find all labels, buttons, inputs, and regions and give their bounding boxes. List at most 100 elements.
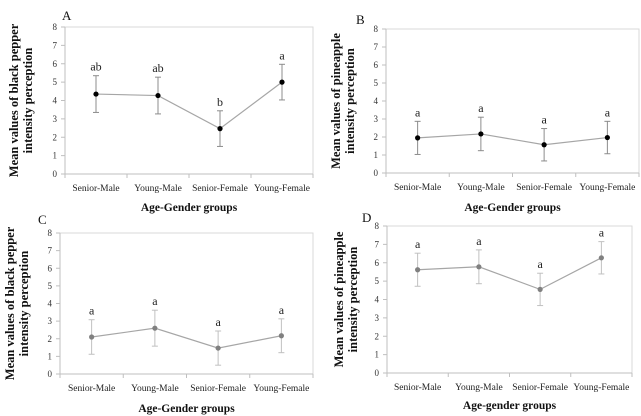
y-tick-label: 6 — [53, 59, 58, 69]
y-tick-label: 0 — [375, 368, 380, 378]
panel-a: 0 1 2 3 4 5 6 7 8 Senior-Male Young-Male Senior-Fem… — [7, 8, 314, 214]
panel-label: A — [62, 8, 72, 23]
y-axis-title-line: Mean values of black pepper — [3, 226, 17, 380]
y-tick-label: 7 — [53, 40, 58, 50]
significance-label: a — [89, 304, 95, 318]
x-axis-title: Age-Gender groups — [141, 202, 238, 214]
panel-c: 0 1 2 3 4 5 6 7 8 Senior-Male Young-Male Senior-Fem… — [3, 212, 314, 415]
x-axis-title: Age-Gender groups — [464, 202, 561, 214]
y-axis-title-line: Mean values of pineapple — [329, 33, 343, 169]
y-tick-label: 4 — [374, 96, 379, 106]
x-tick-label: Senior-Male — [68, 384, 115, 394]
panel-d: 0 1 2 3 4 5 6 7 8 Senior-Male Young-Male Senior-Fem… — [332, 210, 633, 412]
series-line — [417, 133, 608, 146]
y-axis-title-line: Mean values of pineapple — [332, 231, 346, 367]
significance-label: a — [415, 237, 421, 251]
y-tick-label: 7 — [48, 246, 53, 256]
y-tick-label: 6 — [374, 60, 379, 70]
y-axis-title-line: intensity perception — [17, 251, 31, 357]
y-tick-label: 1 — [374, 150, 379, 160]
data-point — [89, 334, 95, 340]
y-tick-label: 3 — [48, 316, 53, 326]
panel-label: C — [38, 212, 47, 227]
significance-label: a — [152, 294, 158, 308]
y-tick-label: 3 — [53, 114, 58, 124]
x-tick-label: Young-Female — [579, 183, 635, 193]
y-tick-label: 1 — [375, 350, 380, 360]
y-tick-label: 7 — [375, 239, 380, 249]
significance-label: a — [279, 303, 285, 317]
x-tick-label: Senior-Female — [512, 383, 568, 393]
data-point — [537, 286, 543, 292]
data-point — [478, 131, 484, 137]
x-tick-label: Senior-Female — [192, 184, 248, 194]
x-tick-label: Senior-Male — [394, 183, 441, 193]
y-tick-label: 2 — [375, 331, 380, 341]
y-tick-label: 8 — [48, 228, 53, 238]
series-line — [417, 257, 602, 291]
plot-frame — [59, 232, 314, 375]
significance-label: ab — [152, 61, 163, 75]
y-axis-title-line: intensity perception — [21, 48, 35, 154]
y-tick-label: 2 — [53, 132, 58, 142]
significance-label: a — [537, 257, 543, 271]
significance-label: a — [476, 234, 482, 248]
x-tick-label: Young-Female — [573, 383, 629, 393]
y-tick-label: 7 — [374, 42, 379, 52]
data-point — [155, 92, 161, 99]
data-point — [279, 79, 285, 85]
y-tick-label: 4 — [53, 96, 58, 106]
significance-label: a — [541, 113, 547, 127]
plot-frame — [385, 28, 640, 174]
significance-label: a — [415, 105, 421, 119]
x-tick-label: Young-Male — [457, 183, 505, 193]
significance-label: a — [605, 105, 611, 119]
data-point — [541, 142, 547, 148]
x-tick-label: Young-Female — [253, 384, 309, 394]
y-tick-label: 4 — [48, 299, 53, 309]
x-tick-label: Senior-Male — [72, 184, 119, 194]
data-point — [415, 135, 421, 141]
x-axis-title: Age-gender groups — [463, 400, 557, 412]
data-point — [598, 255, 604, 261]
panel-label: D — [362, 210, 371, 225]
y-tick-label: 1 — [53, 151, 58, 161]
y-tick-label: 2 — [48, 334, 53, 344]
series-line — [95, 81, 283, 130]
data-point — [93, 91, 99, 97]
data-point — [217, 126, 223, 132]
y-axis-title: Mean values of black pepperintensity per… — [3, 226, 31, 380]
x-axis-title: Age-Gender groups — [138, 403, 235, 415]
y-axis-title-line: Mean values of black pepper — [7, 23, 21, 177]
y-tick-label: 2 — [374, 132, 379, 142]
panel-label: B — [356, 12, 365, 27]
series-line — [91, 327, 282, 349]
x-tick-label: Senior-Female — [190, 384, 246, 394]
y-tick-label: 8 — [374, 24, 379, 34]
data-point — [152, 325, 158, 331]
y-tick-label: 5 — [48, 281, 53, 291]
y-tick-label: 0 — [374, 168, 379, 178]
x-tick-label: Young-Male — [455, 383, 503, 393]
x-tick-label: Young-Female — [254, 184, 310, 194]
y-tick-label: 8 — [53, 22, 58, 32]
y-tick-label: 6 — [48, 263, 53, 273]
data-point — [604, 134, 610, 141]
y-tick-label: 3 — [375, 313, 380, 323]
y-axis-title-line: intensity perception — [343, 48, 357, 154]
significance-label: ab — [90, 60, 101, 74]
y-tick-label: 0 — [53, 169, 58, 179]
y-tick-label: 6 — [375, 258, 380, 268]
y-tick-label: 3 — [374, 114, 379, 124]
y-tick-label: 5 — [374, 78, 379, 88]
significance-label: b — [217, 95, 223, 109]
x-tick-label: Senior-Male — [394, 383, 441, 393]
y-tick-label: 4 — [375, 295, 380, 305]
plot-frame — [386, 225, 633, 374]
y-tick-label: 5 — [53, 77, 58, 87]
y-tick-label: 0 — [48, 369, 53, 379]
x-tick-label: Senior-Female — [516, 183, 572, 193]
x-tick-label: Young-Male — [131, 384, 179, 394]
y-axis-title: Mean values of pineappleintensity percep… — [329, 33, 357, 169]
